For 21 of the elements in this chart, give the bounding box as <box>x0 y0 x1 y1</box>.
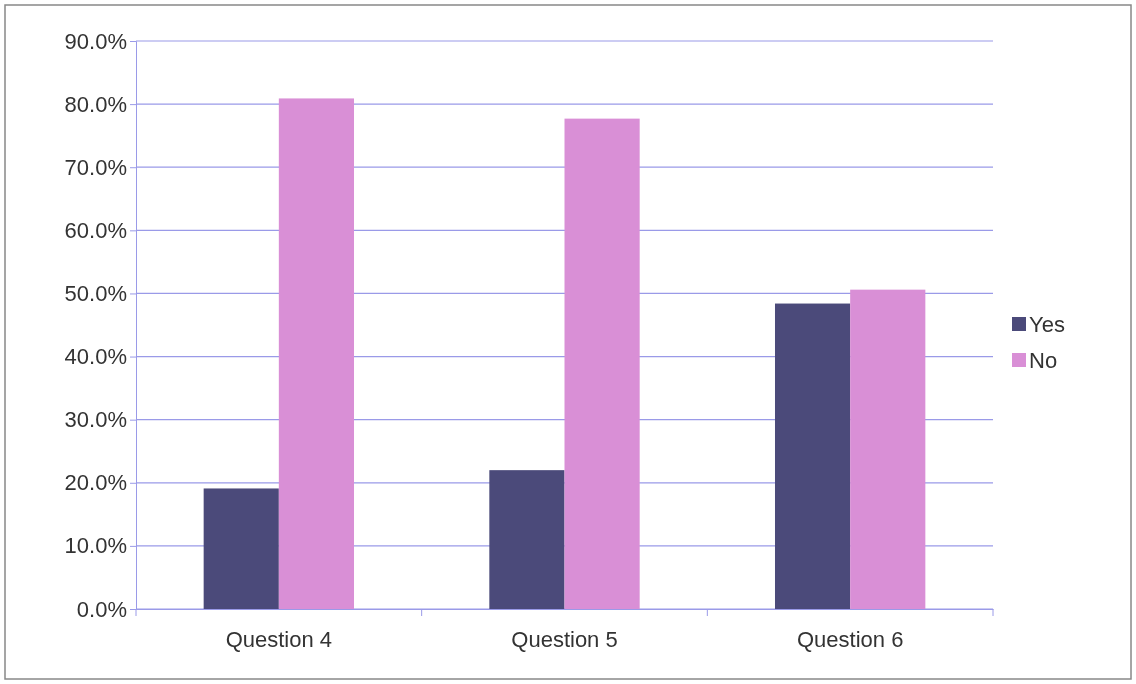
bar <box>774 303 851 609</box>
y-tick-label: 20.0% <box>64 470 127 496</box>
y-tick-label: 10.0% <box>64 533 127 559</box>
x-tick-label: Question 4 <box>225 627 333 653</box>
x-tick-label: Question 5 <box>511 627 618 653</box>
y-tick-label: 80.0% <box>64 91 127 117</box>
y-tick-label: 90.0% <box>64 28 127 54</box>
bar <box>278 98 355 609</box>
y-tick-label: 30.0% <box>64 407 127 433</box>
y-tick-label: 70.0% <box>64 154 127 180</box>
y-tick-label: 50.0% <box>64 280 127 306</box>
bar <box>850 289 926 609</box>
bar <box>203 488 279 609</box>
bar <box>489 470 565 609</box>
bar <box>564 118 640 609</box>
y-tick-label: 60.0% <box>64 217 127 243</box>
x-tick-label: Question 6 <box>796 627 904 653</box>
y-tick-label: 40.0% <box>64 344 127 370</box>
legend-label: Yes <box>1029 312 1065 337</box>
legend-label: No <box>1029 348 1058 373</box>
y-tick-label: 0.0% <box>76 596 127 622</box>
